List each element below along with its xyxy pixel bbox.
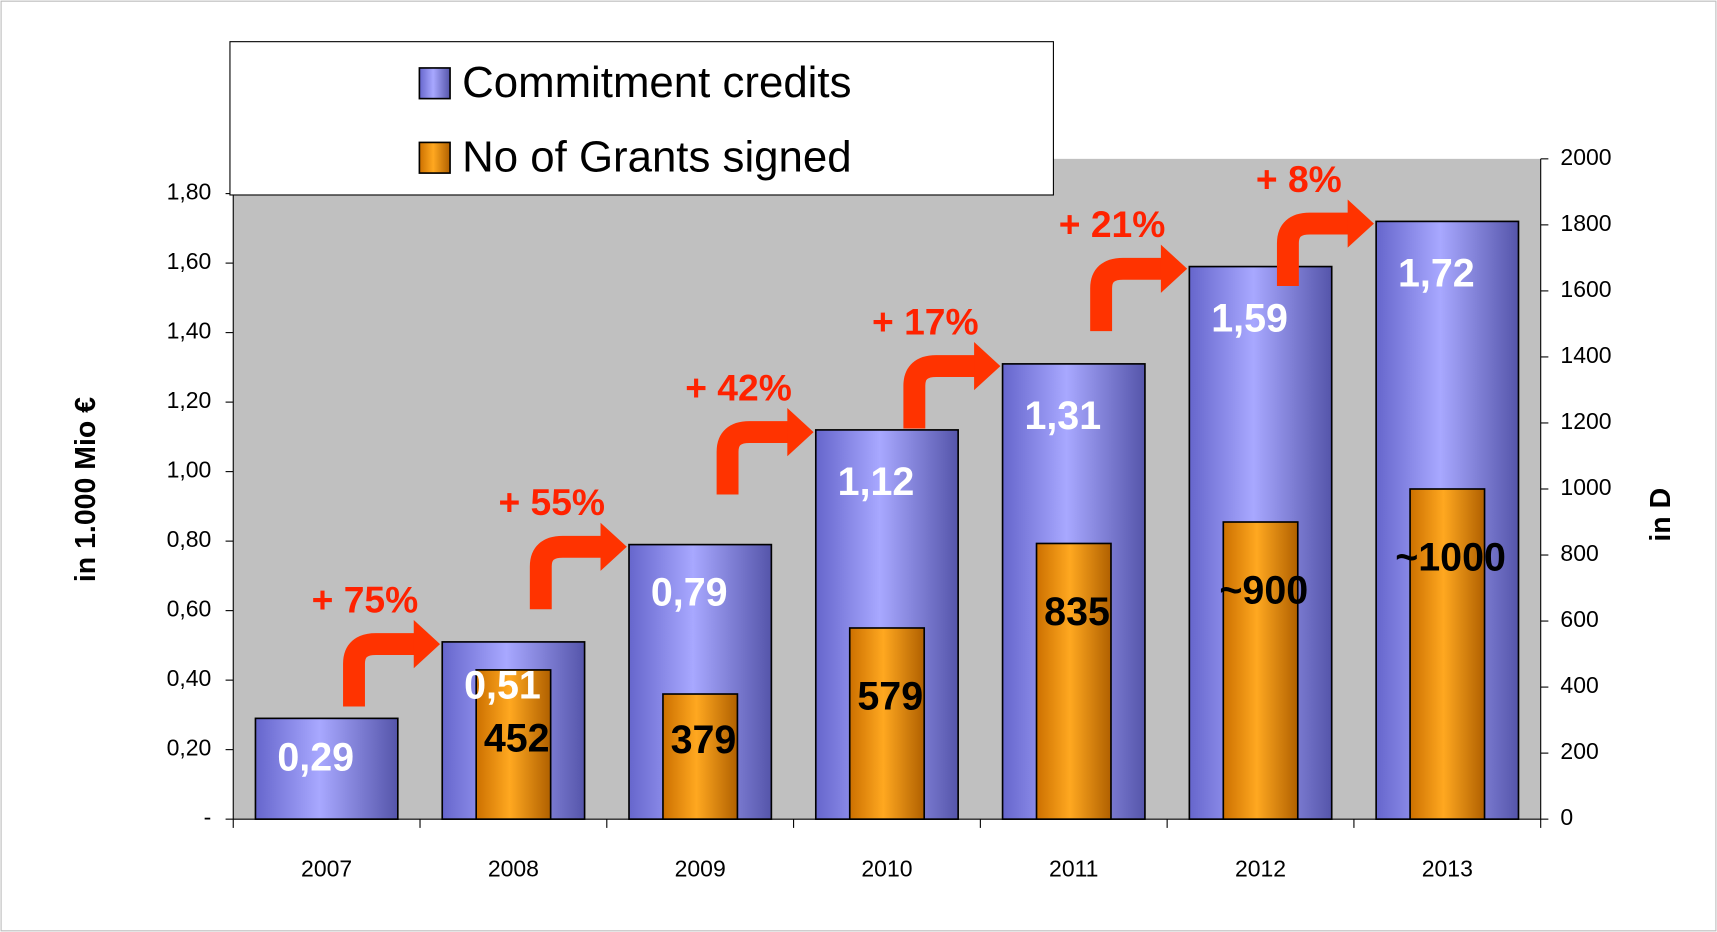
bar: [254, 717, 399, 820]
y-tick-label: -: [204, 804, 212, 830]
y2-axis-title: in D: [1645, 488, 1677, 542]
bar: [662, 693, 739, 820]
growth-arrow-head: [413, 620, 441, 669]
bar: [1035, 542, 1112, 820]
y-axis-title: in 1.000 Mio €: [70, 397, 102, 582]
growth-arrow: [1276, 212, 1350, 287]
value-label: 835: [1044, 590, 1110, 634]
growth-arrow: [1090, 257, 1164, 332]
value-label: 1,12: [838, 460, 915, 504]
y-tick-label: 0,60: [167, 596, 212, 622]
y-tick-label: 0,40: [167, 665, 212, 691]
x-tick-label: 2010: [861, 856, 912, 882]
y2-tick-label: 1800: [1560, 210, 1611, 236]
growth-arrow: [903, 355, 977, 429]
y2-tick-label: 400: [1560, 672, 1598, 698]
bar: [848, 627, 926, 820]
y-tick-label: 1,40: [167, 318, 212, 344]
bar: [1222, 521, 1299, 820]
x-tick-label: 2012: [1235, 856, 1286, 882]
growth-arrow-head: [1347, 199, 1374, 248]
y-tick-label: 1,80: [167, 179, 212, 205]
growth-arrow-head: [974, 341, 1001, 391]
growth-arrow-head: [600, 522, 627, 571]
value-label: 1,59: [1211, 297, 1288, 341]
y2-tick-label: 800: [1560, 540, 1598, 566]
value-label: ~900: [1219, 569, 1308, 613]
y2-tick-label: 0: [1560, 804, 1573, 830]
y-tick-label: 1,00: [167, 457, 212, 483]
value-label: 579: [857, 675, 923, 719]
y-tick-label: 1,20: [167, 387, 212, 413]
annotation: + 75%: [312, 578, 419, 620]
y2-tick-label: 1200: [1560, 408, 1611, 434]
growth-arrow-head: [1160, 244, 1188, 293]
annotation: + 55%: [498, 481, 605, 523]
growth-arrow: [529, 535, 603, 610]
y2-tick-label: 1400: [1560, 342, 1611, 368]
value-label: 0,29: [277, 735, 354, 779]
value-label: 379: [671, 718, 737, 762]
annotation: + 42%: [685, 366, 792, 408]
y2-tick-label: 1000: [1560, 474, 1611, 500]
y2-tick-label: 200: [1560, 738, 1598, 764]
x-tick-label: 2013: [1422, 856, 1473, 882]
value-label: 452: [484, 717, 550, 761]
x-tick-label: 2011: [1049, 856, 1098, 882]
value-label: 0,79: [651, 570, 728, 614]
annotation: + 8%: [1256, 158, 1342, 200]
y2-tick-label: 2000: [1560, 144, 1611, 170]
y-tick-label: 0,20: [167, 735, 212, 761]
growth-arrow-head: [787, 408, 814, 457]
legend-swatch: [418, 67, 451, 100]
growth-arrow: [343, 633, 416, 707]
growth-arrow: [716, 421, 790, 495]
bar: [1409, 488, 1486, 820]
y2-tick-label: 1600: [1560, 276, 1611, 302]
x-tick-label: 2009: [675, 856, 726, 882]
value-label: ~1000: [1395, 536, 1506, 580]
legend-label: Commitment credits: [462, 58, 851, 107]
value-label: 1,31: [1024, 394, 1101, 438]
annotation: + 21%: [1059, 203, 1166, 245]
x-tick-label: 2007: [301, 856, 352, 882]
y-tick-label: 0,80: [167, 526, 212, 552]
legend-label: No of Grants signed: [462, 133, 852, 182]
legend-box: [229, 41, 1054, 196]
x-tick-label: 2008: [488, 856, 539, 882]
value-label: 1,72: [1398, 252, 1475, 296]
annotation: + 17%: [872, 300, 979, 342]
legend-swatch: [418, 141, 451, 174]
y2-tick-label: 600: [1560, 606, 1598, 632]
value-label: 0,51: [464, 663, 541, 707]
y-tick-label: 1,60: [167, 248, 212, 274]
bar: [475, 669, 552, 820]
